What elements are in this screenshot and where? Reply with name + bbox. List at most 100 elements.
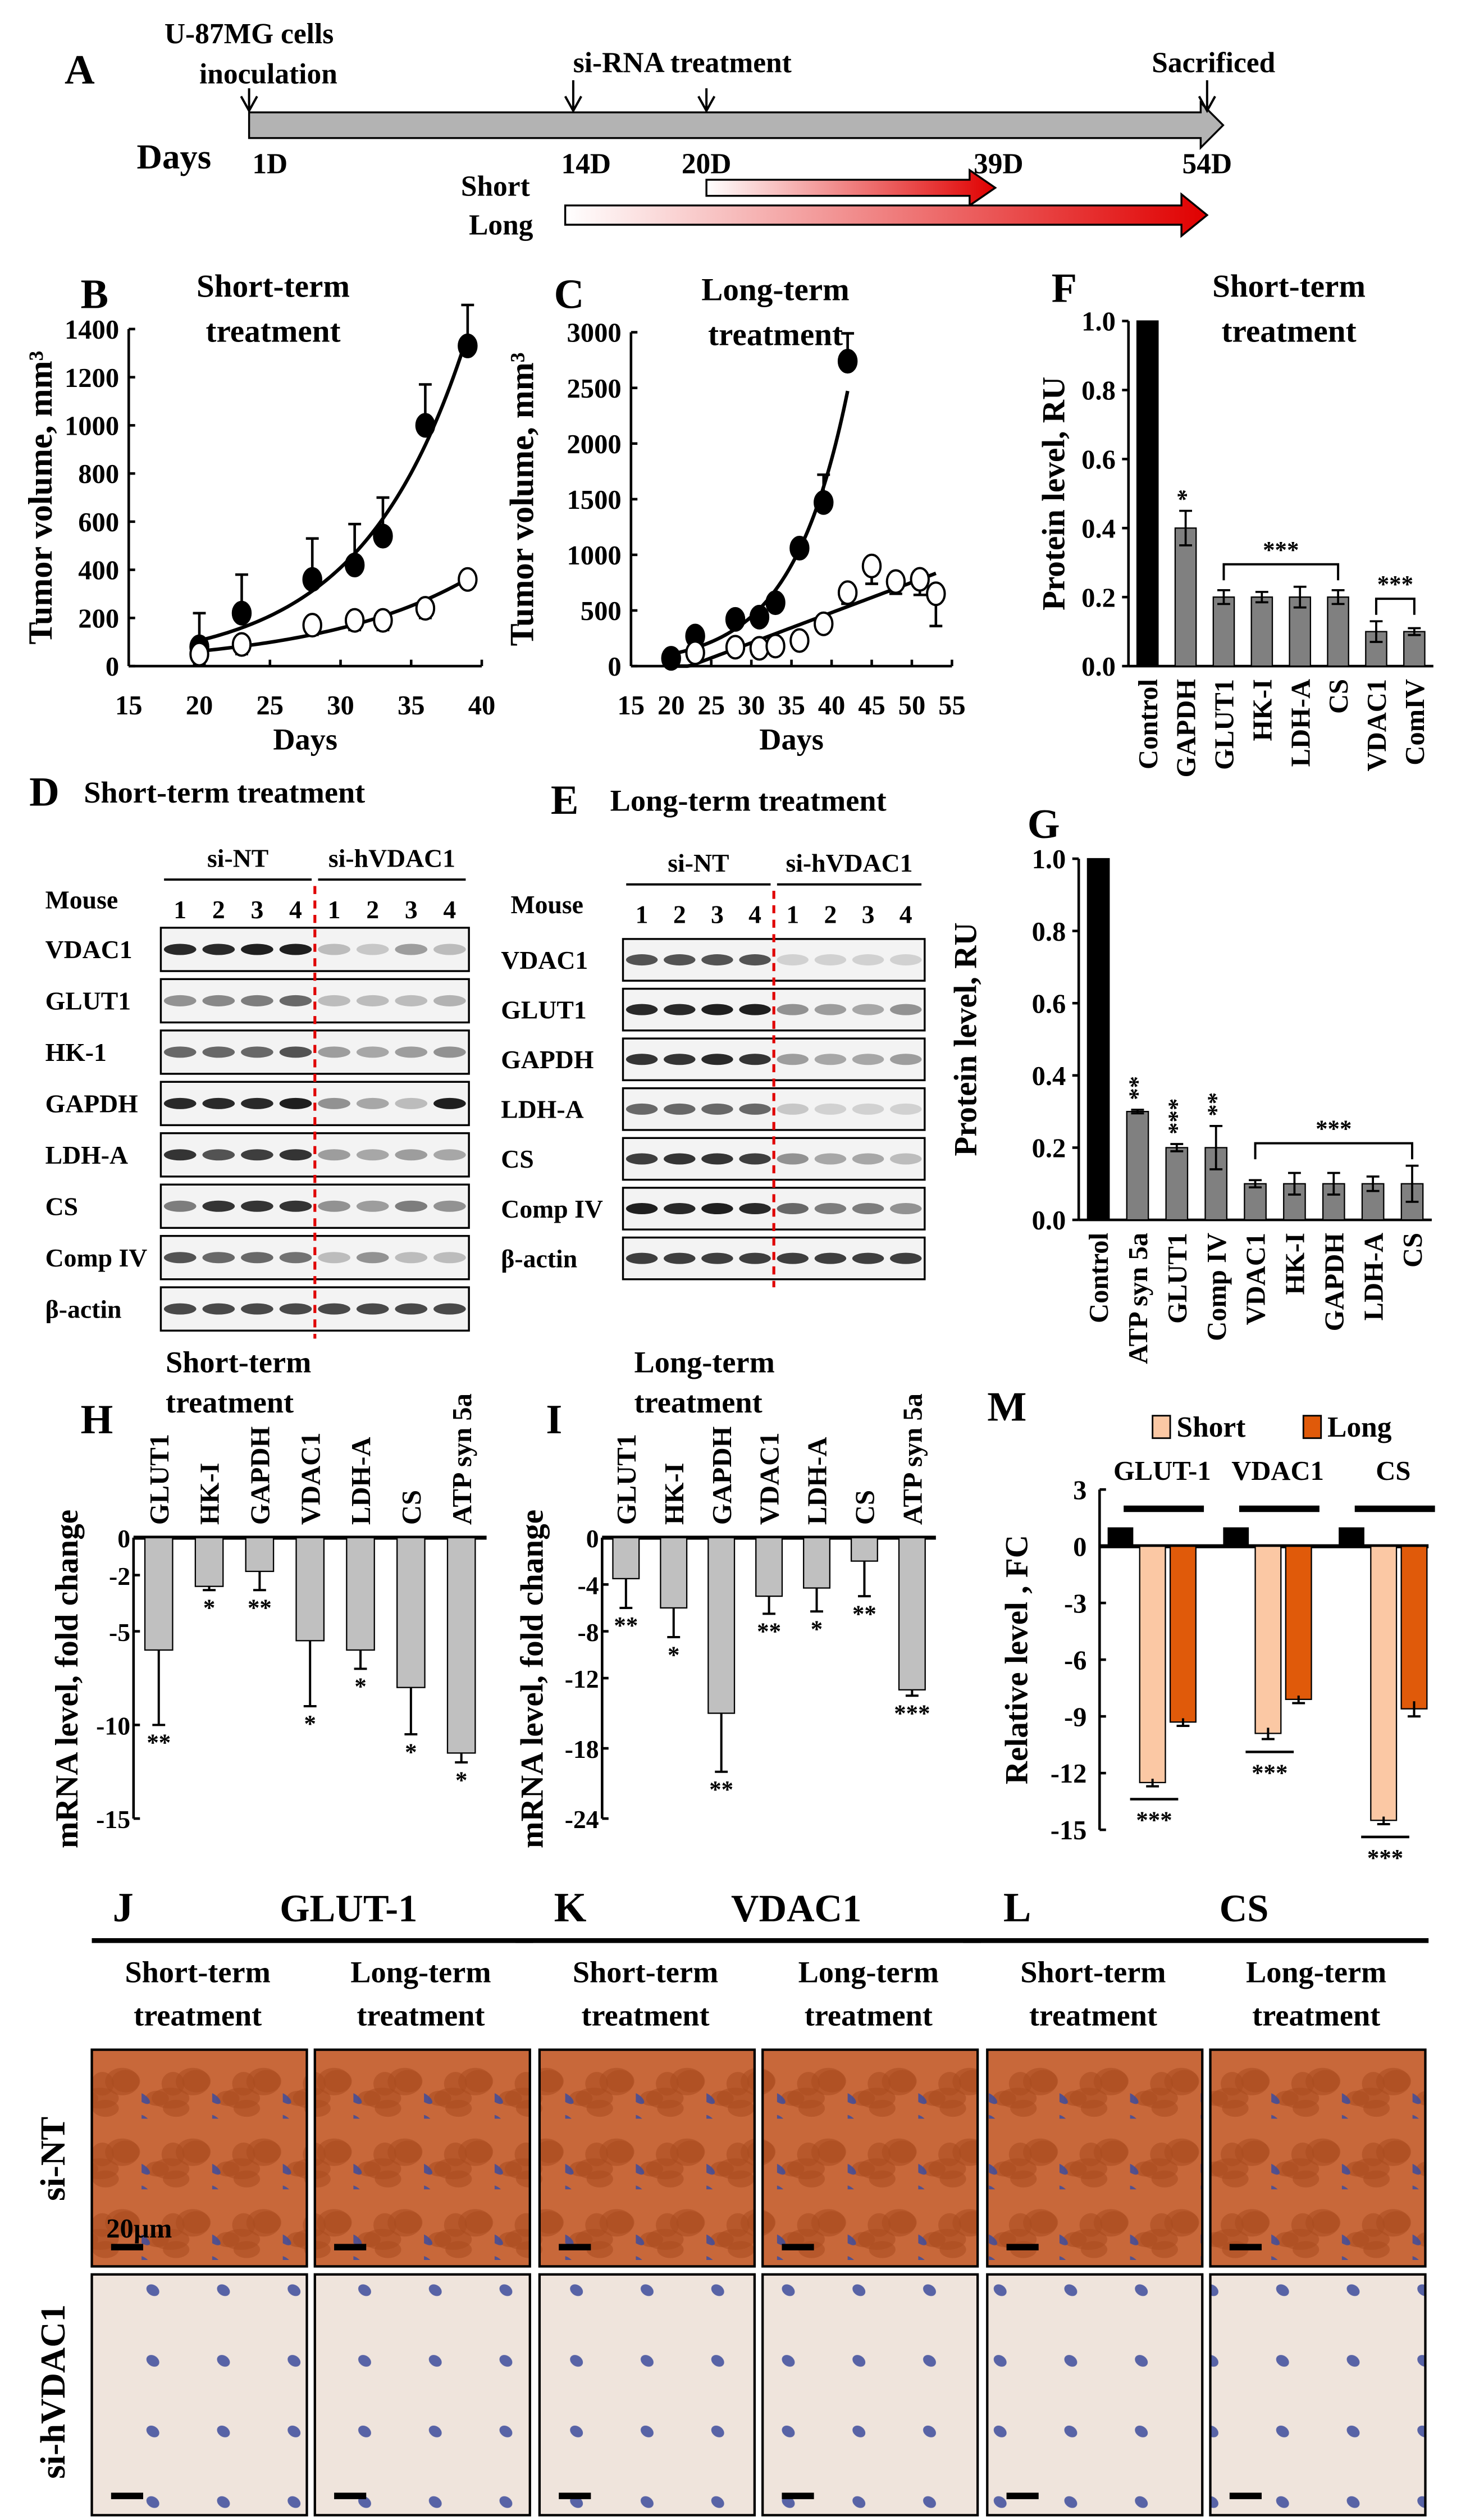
data-point-si-hvdac1 [910, 567, 930, 592]
protein-band [279, 995, 312, 1006]
lane-number: 3 [405, 895, 418, 924]
protein-band [814, 1103, 847, 1115]
protein-band [701, 1054, 733, 1065]
protein-band [241, 1303, 273, 1315]
lane-number: 1 [786, 900, 799, 928]
bar-cs [396, 1537, 426, 1688]
category-label: CS [1398, 1233, 1428, 1268]
bar-short [1254, 1546, 1282, 1734]
x-tick-label: 30 [327, 690, 354, 721]
bar-short [1370, 1546, 1398, 1821]
protein-label: VDAC1 [501, 946, 588, 974]
timeline-arrow [248, 100, 1225, 151]
significance-stars: *** [1316, 1116, 1352, 1142]
protein-band [163, 1200, 197, 1212]
protein-band [739, 1153, 771, 1165]
chart-title: Short-term [1212, 269, 1366, 304]
significance-stars: * [1173, 489, 1199, 501]
protein-band [163, 1303, 197, 1315]
protein-band [626, 1153, 658, 1165]
bar-gapdh [707, 1537, 736, 1714]
protein-band [163, 944, 197, 955]
long-treatment-arrow [564, 192, 1209, 238]
protein-band [202, 1149, 235, 1161]
panel-letter-k: K [554, 1885, 587, 1931]
protein-band [814, 1153, 847, 1165]
lane-number: 1 [328, 895, 341, 924]
protein-label: β-actin [501, 1244, 577, 1273]
data-point-si-nt [765, 590, 786, 616]
day-tick-label: 20D [682, 148, 732, 180]
y-tick-label: 0 [586, 1524, 599, 1553]
x-tick-label: 30 [738, 690, 765, 721]
protein-band [202, 1097, 235, 1109]
protein-band [202, 1252, 235, 1264]
protein-band [279, 1097, 312, 1109]
data-point-si-hvdac1 [837, 580, 858, 605]
category-label: GLUT1 [144, 1434, 175, 1525]
protein-band [241, 995, 273, 1006]
y-tick-label: 0.8 [1032, 917, 1066, 947]
ihc-image-si-hvdac1 [1209, 2273, 1427, 2517]
lane-number: 2 [212, 895, 225, 924]
protein-band [433, 1046, 466, 1058]
y-tick-label: 400 [78, 555, 119, 586]
ihc-image-si-nt [538, 2048, 756, 2268]
protein-band [814, 954, 847, 966]
protein-band [852, 1103, 884, 1115]
protein-band [739, 1203, 771, 1215]
y-tick-label: 1.0 [1032, 844, 1066, 874]
treatment-label: Long-term [350, 1956, 491, 1989]
treatment-label: Short-term [1020, 1956, 1166, 1989]
significance-stars: *** [1367, 1845, 1403, 1871]
protein-band [241, 944, 273, 955]
protein-band [318, 1303, 350, 1315]
legend-swatch-short [1152, 1415, 1171, 1439]
lane-number: 1 [636, 900, 649, 928]
bar-control [1107, 1527, 1134, 1547]
protein-band [814, 1203, 847, 1215]
y-tick-label: 3 [1073, 1475, 1086, 1505]
sacrificed-label: Sacrificed [1152, 47, 1275, 79]
x-tick-label: 40 [818, 690, 846, 721]
x-tick-label: 15 [618, 690, 645, 721]
chart-title: treatment [206, 314, 340, 349]
category-label: HK-I [1247, 679, 1277, 741]
y-axis-label: mRNA level, fold change [49, 1510, 85, 1848]
event-arrow-head [697, 95, 716, 113]
inoculation-label: inoculation [199, 58, 337, 90]
data-point-si-hvdac1 [765, 634, 786, 659]
panel-letter-l: L [1003, 1885, 1031, 1931]
ihc-image-si-nt [1209, 2048, 1427, 2268]
category-label: ATP syn 5a [1123, 1233, 1153, 1364]
bar-cs [1327, 596, 1349, 667]
protein-band [777, 954, 809, 966]
protein-band [395, 1097, 428, 1109]
lane-number: 2 [673, 900, 686, 928]
y-tick-label: 0 [117, 1524, 130, 1553]
significance-bracket [1254, 1142, 1413, 1160]
protein-band [814, 1004, 847, 1015]
y-tick-label: 2500 [567, 373, 622, 404]
protein-label: LDH-A [45, 1141, 128, 1169]
protein-band [279, 1200, 312, 1212]
protein-band [852, 954, 884, 966]
legend-label-long: Long [1327, 1411, 1392, 1443]
significance-stars: * [811, 1616, 823, 1643]
category-label: HK-I [195, 1462, 225, 1525]
y-tick-label: 800 [78, 459, 119, 489]
bar-hk-i [660, 1537, 688, 1609]
bar-comiv [1403, 631, 1426, 667]
protein-band [318, 1252, 350, 1264]
protein-label: HK-1 [45, 1038, 107, 1067]
significance-bracket [1375, 598, 1416, 615]
protein-band [664, 1153, 696, 1165]
y-tick-label: 0 [608, 651, 621, 682]
protein-band [279, 944, 312, 955]
protein-band [318, 944, 350, 955]
protein-band [318, 995, 350, 1006]
protein-band [739, 1054, 771, 1065]
significance-stars: * [455, 1767, 467, 1794]
protein-band [701, 1252, 733, 1264]
